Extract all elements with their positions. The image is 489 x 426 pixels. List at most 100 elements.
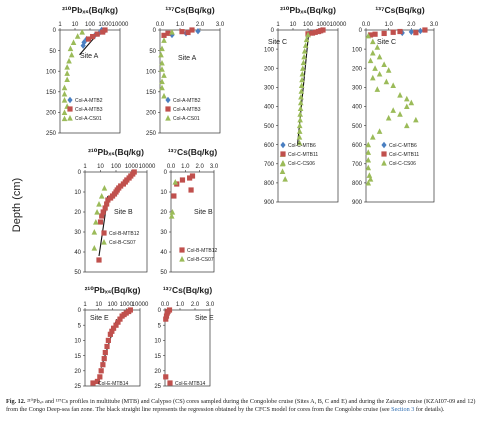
data-point xyxy=(108,195,114,201)
legend-marker xyxy=(67,115,73,121)
y-tick-label: 700 xyxy=(264,162,275,168)
y-tick-label: 400 xyxy=(264,105,275,111)
data-point xyxy=(390,29,396,35)
y-tick-label: 0 xyxy=(359,28,363,34)
data-point xyxy=(68,51,75,58)
data-point xyxy=(161,72,167,78)
data-point xyxy=(105,337,111,343)
data-point xyxy=(374,86,381,92)
legend-marker xyxy=(101,230,107,236)
y-tick-label: 800 xyxy=(352,181,363,187)
y-tick-label: 10 xyxy=(160,190,167,196)
x-tick-label: 0.0 xyxy=(362,22,371,28)
data-point xyxy=(96,201,102,207)
site-label: Site C xyxy=(268,39,287,46)
y-tick-label: 15 xyxy=(154,354,161,360)
data-point xyxy=(163,313,170,319)
data-point xyxy=(110,325,117,331)
y-tick-label: 40 xyxy=(74,250,81,256)
y-tick-label: 10 xyxy=(154,339,161,345)
x-tick-label: 1000 xyxy=(125,164,139,170)
caption-prefix: Fig. 12. xyxy=(6,398,26,405)
plot-frame xyxy=(164,309,211,387)
y-tick-label: 0 xyxy=(53,28,57,34)
data-point xyxy=(309,30,316,36)
legend: Col-E-MTB14 xyxy=(167,380,206,387)
legend-label: Col-B-CS07 xyxy=(187,257,214,263)
data-point xyxy=(94,378,101,385)
data-point xyxy=(381,30,387,37)
data-point xyxy=(91,245,98,251)
data-point xyxy=(115,319,121,325)
data-point xyxy=(104,201,110,207)
data-point xyxy=(188,187,194,193)
data-point xyxy=(315,28,322,35)
data-point xyxy=(81,39,87,46)
series-col-a-cs01 xyxy=(158,29,175,99)
series-col-c-cs06 xyxy=(365,32,419,186)
data-point xyxy=(383,78,390,85)
legend-label: Col-B-CS07 xyxy=(109,240,136,246)
data-point xyxy=(365,32,372,39)
data-point xyxy=(94,209,100,215)
panel-e-cs: ¹³⁷Cs(Bq/kg) 0.0 1.0 2.0 3.0 0 5 10 15 20 25 Site E… xyxy=(154,285,215,390)
data-point xyxy=(367,176,374,182)
data-point xyxy=(104,343,110,350)
data-point xyxy=(376,53,383,60)
data-point xyxy=(397,91,403,98)
legend-marker xyxy=(165,115,171,121)
data-point xyxy=(296,122,303,129)
panel-title: ²¹⁰Pbₓₛ(Bq/kg) xyxy=(88,147,144,157)
y-tick-label: 10 xyxy=(74,190,81,196)
legend-label: Col-A-MTB3 xyxy=(75,107,103,113)
data-point xyxy=(372,31,378,37)
x-tick-label: 2.0 xyxy=(191,302,200,308)
y-tick-label: 700 xyxy=(352,162,363,168)
legend-label: Col-E-MTB14 xyxy=(98,381,129,387)
data-point xyxy=(365,156,372,163)
y-tick-label: 30 xyxy=(160,230,167,236)
y-tick-label: 500 xyxy=(264,124,275,130)
panel-c-cs: ¹³⁷Cs(Bq/kg) 0.0 1.0 2.0 3.0 0 100 200 300 400 500… xyxy=(352,5,439,206)
legend-label: Col-A-MTB3 xyxy=(173,107,201,113)
caption-section-link[interactable]: Section 3 xyxy=(391,406,415,413)
y-tick-label: 500 xyxy=(352,124,363,130)
panel-title: ²¹⁰Pbₓₛ(Bq/kg) xyxy=(280,5,336,15)
x-tick-label: 10 xyxy=(95,302,102,308)
x-tick-label: 100 xyxy=(111,164,122,170)
data-point xyxy=(187,175,193,181)
data-point xyxy=(189,27,195,33)
legend-marker xyxy=(101,239,107,245)
legend-marker xyxy=(381,141,387,149)
data-point xyxy=(296,134,303,140)
data-point xyxy=(366,172,373,178)
legend-label: Col-C-MTB6 xyxy=(288,143,316,149)
data-point xyxy=(298,82,305,89)
legend-marker xyxy=(167,380,173,386)
legend: Col-A-MTB2 Col-A-MTB3 Col-A-CS01 xyxy=(67,96,103,122)
data-point xyxy=(98,368,104,374)
legend-marker xyxy=(381,151,387,157)
x-tick-label: 1.0 xyxy=(176,22,185,28)
data-point xyxy=(376,70,383,77)
y-tick-label: 200 xyxy=(352,66,363,72)
data-point xyxy=(296,128,303,134)
data-point xyxy=(159,66,165,72)
y-tick-label: 25 xyxy=(74,384,81,390)
site-label: Site B xyxy=(114,209,133,216)
data-point xyxy=(102,205,108,211)
data-point xyxy=(365,164,372,171)
data-point xyxy=(301,48,308,54)
series-col-b-mtb12 xyxy=(96,169,137,263)
y-tick-label: 5 xyxy=(78,323,82,329)
y-tick-label: 25 xyxy=(154,384,161,390)
x-tick-label: 0.0 xyxy=(156,22,165,28)
data-point xyxy=(367,57,374,64)
y-tick-label: 0 xyxy=(164,170,168,176)
data-point xyxy=(161,92,167,99)
data-point xyxy=(168,213,175,219)
data-point xyxy=(413,116,419,123)
x-tick-label: 100 xyxy=(85,22,96,28)
data-point xyxy=(163,316,169,322)
